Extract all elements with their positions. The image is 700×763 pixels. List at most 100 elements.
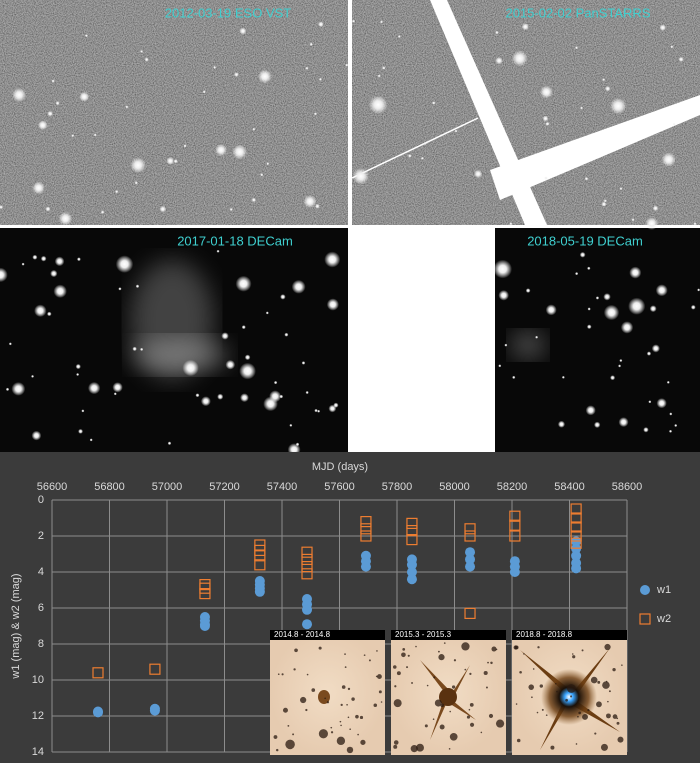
star — [166, 157, 175, 165]
inset-star — [281, 673, 284, 676]
star — [629, 266, 642, 279]
star — [602, 78, 606, 82]
inset-star — [448, 748, 451, 750]
inset: 2015.3 - 2015.3 — [391, 630, 506, 755]
star — [239, 362, 256, 380]
star — [649, 305, 657, 313]
point — [465, 547, 476, 558]
star — [595, 296, 600, 300]
inset-star — [341, 685, 346, 689]
star — [317, 409, 321, 413]
inset-star — [554, 682, 557, 685]
inset-star — [464, 668, 467, 671]
point — [509, 530, 521, 542]
star — [661, 152, 676, 167]
star — [240, 393, 249, 403]
inset-star — [411, 682, 413, 684]
point — [570, 530, 582, 542]
star — [693, 222, 697, 226]
star — [5, 387, 10, 392]
x-tick-label: 58400 — [554, 481, 585, 493]
star — [54, 256, 65, 267]
point — [302, 604, 313, 615]
satellite-trail — [351, 117, 479, 179]
star — [232, 144, 247, 160]
star — [309, 42, 313, 46]
star — [182, 359, 199, 377]
x-tick-label: 58000 — [439, 481, 470, 493]
legend-marker — [639, 613, 651, 625]
y-tick-label: 10 — [32, 674, 44, 686]
inset-star — [351, 697, 355, 701]
star — [580, 106, 584, 110]
chip-gap — [490, 95, 700, 200]
inset-star — [607, 700, 609, 703]
star — [289, 423, 293, 427]
point — [360, 523, 372, 535]
inset-star — [468, 708, 471, 711]
point — [360, 530, 372, 542]
star — [454, 129, 458, 133]
star — [225, 359, 236, 370]
point — [406, 524, 418, 537]
inset-star — [469, 672, 472, 676]
star — [118, 287, 122, 291]
star — [575, 46, 579, 50]
star — [651, 344, 660, 353]
star — [303, 195, 317, 208]
point — [570, 521, 582, 533]
inset-star — [617, 736, 624, 743]
star — [130, 157, 146, 173]
star — [229, 207, 233, 212]
point — [302, 619, 313, 630]
inset-star — [612, 714, 618, 719]
star — [221, 332, 229, 340]
source — [541, 669, 597, 725]
star — [45, 206, 51, 212]
star — [81, 409, 85, 413]
inset-star — [415, 645, 417, 648]
data-marks — [92, 503, 582, 718]
star — [241, 325, 246, 330]
star — [561, 375, 565, 379]
star — [535, 335, 539, 339]
y-tick-label: 2 — [38, 530, 44, 542]
y-tick-label: 12 — [32, 710, 44, 722]
star — [674, 423, 678, 428]
point — [465, 561, 476, 572]
point — [301, 568, 313, 580]
inset-star — [393, 699, 402, 708]
x-tick-label: 56600 — [37, 481, 68, 493]
inset-star — [311, 688, 316, 692]
star — [144, 57, 149, 62]
star — [377, 74, 381, 78]
star — [587, 266, 591, 271]
inset-star — [438, 650, 440, 653]
point — [92, 667, 104, 679]
y-tick-label: 0 — [38, 494, 44, 506]
star — [273, 380, 278, 385]
star — [11, 382, 26, 396]
star — [234, 72, 239, 77]
inset-star — [282, 707, 288, 713]
y-tick-label: 4 — [38, 566, 44, 578]
inset-star — [451, 685, 456, 689]
inset-star — [336, 736, 346, 746]
inset-star — [514, 645, 519, 650]
star — [55, 101, 60, 106]
star — [215, 144, 227, 156]
nebula — [132, 337, 228, 373]
star — [167, 441, 172, 446]
star — [586, 324, 592, 330]
inset-star — [360, 739, 366, 745]
star — [618, 417, 629, 428]
inset-star — [516, 738, 521, 743]
star — [493, 259, 513, 279]
image-label: 2017-01-18 DECam — [177, 233, 293, 248]
inset-star — [537, 646, 540, 649]
inset-star — [440, 703, 445, 708]
inset-star — [597, 680, 601, 684]
inset-star — [306, 673, 309, 676]
star — [251, 197, 257, 203]
star — [545, 121, 550, 126]
